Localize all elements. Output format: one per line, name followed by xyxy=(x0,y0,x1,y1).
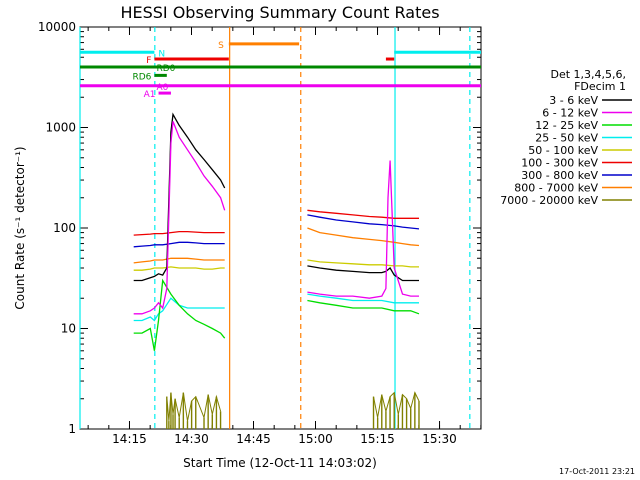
legend-entry-label: 3 - 6 keV xyxy=(549,94,598,107)
series-line-300-800kev xyxy=(307,214,420,230)
series-line-100-300kev xyxy=(133,230,225,236)
series-line-12-25kev xyxy=(307,299,420,315)
legend-entry-label: 300 - 800 keV xyxy=(521,169,598,182)
legend-header: Det 1,3,4,5,6, xyxy=(550,68,626,81)
series-line-7000-20000-kev xyxy=(373,391,420,418)
y-tick-label: 10000 xyxy=(38,20,76,34)
chart-title: HESSI Observing Summary Count Rates xyxy=(120,3,439,22)
x-axis-label: Start Time (12-Oct-11 14:03:02) xyxy=(183,456,377,470)
series-line-25-50kev xyxy=(307,293,419,304)
y-tick-label: 100 xyxy=(53,221,76,235)
series-line-6-12kev xyxy=(307,160,419,299)
flag-label-rd6: RD6 xyxy=(132,72,151,82)
plot-frame xyxy=(79,26,482,430)
plot-area: 14:15 14:30 14:45 15:00 15:15 15:30 1 10 100 1000… xyxy=(38,20,482,446)
legend-header: FDecim 1 xyxy=(574,80,626,93)
series-line-50-100kev xyxy=(133,266,225,271)
legend-entry-label: 100 - 300 keV xyxy=(521,157,598,170)
x-tick-label: 15:30 xyxy=(422,432,457,446)
series-line-25-50kev xyxy=(133,297,225,322)
flag-label-a0: A0 xyxy=(156,83,168,93)
x-tick-label: 14:15 xyxy=(112,432,147,446)
legend-entry-label: 50 - 100 keV xyxy=(528,144,598,157)
series-line-100-300kev xyxy=(307,209,419,219)
legend-entry-label: 7000 - 20000 keV xyxy=(500,194,598,207)
y-tick-label: 1000 xyxy=(45,121,76,135)
series-line-800-7000kev xyxy=(133,257,225,264)
x-tick-label: 14:45 xyxy=(236,432,271,446)
y-tick-label: 1 xyxy=(68,422,76,436)
series-line-3-6kev xyxy=(133,112,226,282)
y-tick-label: 10 xyxy=(61,322,76,336)
x-tick-label: 15:00 xyxy=(298,432,333,446)
flag-label-n: N xyxy=(158,49,165,59)
series-line-6-12kev xyxy=(133,121,226,315)
y-axis-label: Count Rate (s⁻¹ detector⁻¹) xyxy=(13,146,27,309)
x-tick-label: 14:30 xyxy=(174,432,209,446)
flag-label-a1: A1 xyxy=(144,90,156,100)
series-line-12-25kev xyxy=(133,278,226,351)
date-stamp: 17-Oct-2011 23:21 xyxy=(559,467,635,476)
series-line-300-800kev xyxy=(133,241,225,248)
series-line-50-100kev xyxy=(307,259,419,268)
legend-entry-label: 12 - 25 keV xyxy=(535,119,598,132)
legend-entry-label: 800 - 7000 keV xyxy=(514,182,598,195)
flag-label-rd0: RD0 xyxy=(156,64,175,74)
flag-label-f: F xyxy=(146,56,151,66)
x-tick-label: 15:15 xyxy=(360,432,395,446)
flag-label-s: S xyxy=(218,41,224,51)
series-line-3-6kev xyxy=(307,265,419,282)
legend-entry-label: 25 - 50 keV xyxy=(535,132,598,145)
legend-entry-label: 6 - 12 keV xyxy=(542,107,598,120)
series-line-800-7000kev xyxy=(307,227,420,247)
